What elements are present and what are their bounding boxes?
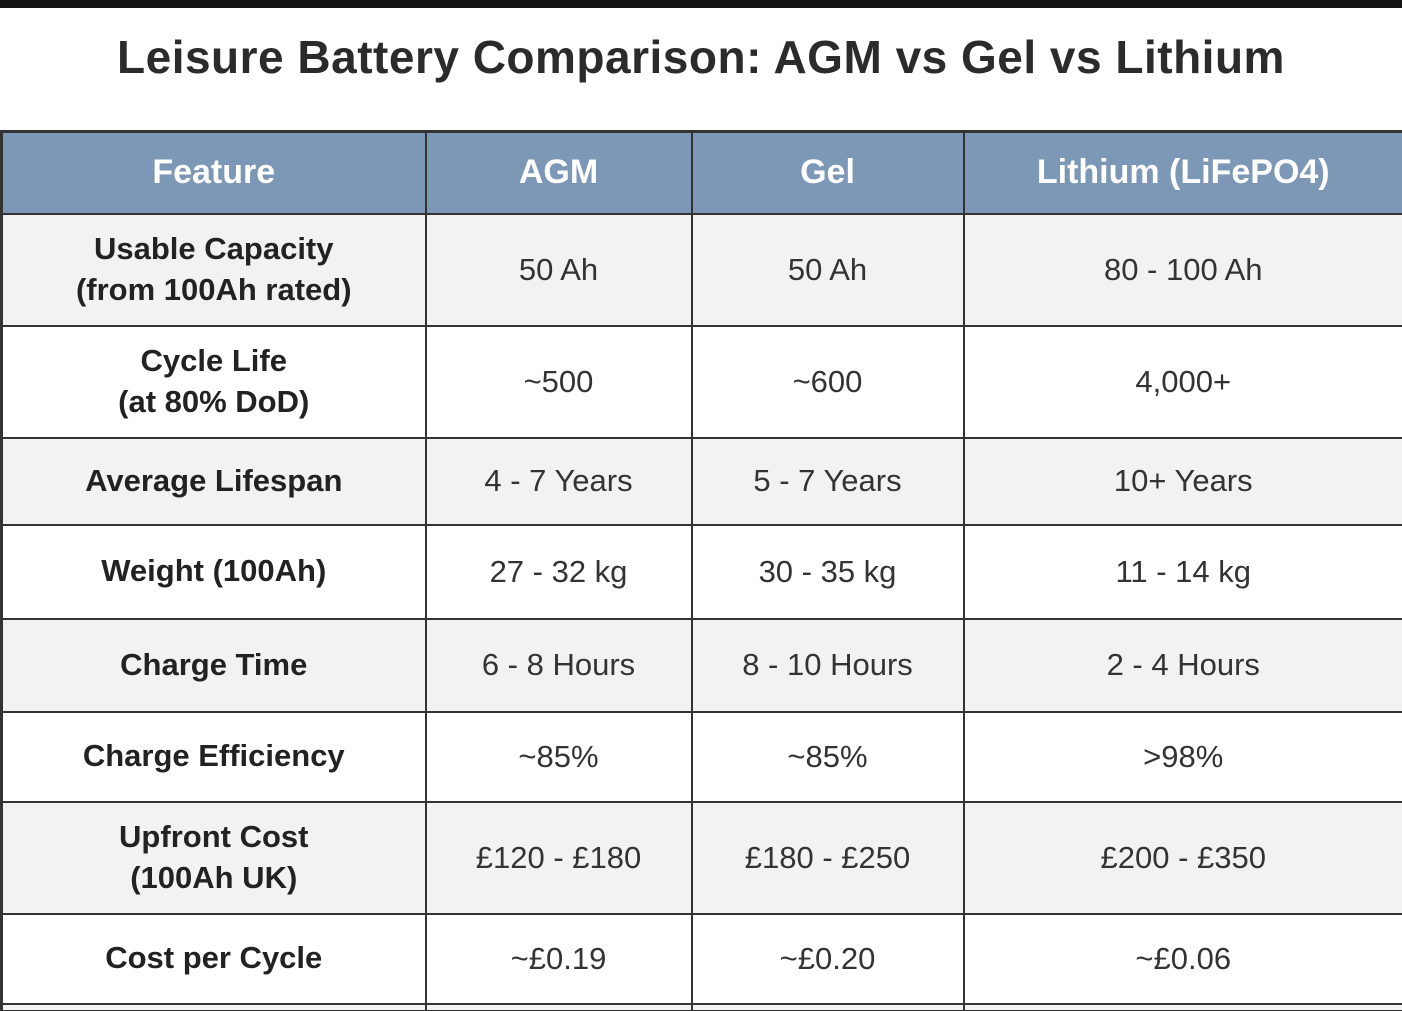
cell-agm: ~500 [424, 324, 693, 439]
top-black-bar [0, 0, 1402, 8]
comparison-table: Feature AGM Gel Lithium (LiFePO4) Usable… [0, 130, 1402, 1011]
table-row-cost-per-cycle: Cost per Cycle ~£0.19 ~£0.20 ~£0.06 [0, 912, 1402, 1005]
table-row-upfront-cost: Upfront Cost (100Ah UK) £120 - £180 £180… [0, 800, 1402, 915]
cell-agm: ~85% [424, 710, 693, 803]
column-header-feature: Feature [0, 130, 427, 215]
cell-gel: ~85% [690, 710, 965, 803]
cell-lithium: £200 - £350 [962, 800, 1402, 915]
column-header-lithium: Lithium (LiFePO4) [962, 130, 1402, 215]
cell-agm: £120 - £180 [424, 800, 693, 915]
column-header-gel: Gel [690, 130, 965, 215]
title-area: Leisure Battery Comparison: AGM vs Gel v… [0, 8, 1402, 130]
cell-lithium: 11 - 14 kg [962, 523, 1402, 620]
table-row-charge-efficiency: Charge Efficiency ~85% ~85% >98% [0, 710, 1402, 803]
cell-feature: Cost per Cycle [0, 912, 427, 1005]
header-row: Feature AGM Gel Lithium (LiFePO4) [0, 130, 1402, 215]
cell-gel: 5 - 7 Years [690, 436, 965, 526]
cell-agm [424, 1002, 693, 1011]
feature-sublabel: (at 80% DoD) [118, 383, 310, 419]
feature-label: Charge Efficiency [82, 738, 345, 774]
cell-lithium: 2 - 4 Hours [962, 617, 1402, 713]
feature-label: Usable Capacity [94, 230, 334, 266]
table-row-truncated [0, 1002, 1402, 1011]
feature-sublabel: (from 100Ah rated) [75, 271, 352, 307]
cell-feature: Charge Time [0, 617, 427, 713]
feature-label: Weight (100Ah) [101, 553, 327, 589]
feature-label: Cost per Cycle [105, 940, 323, 976]
cell-gel: ~£0.20 [690, 912, 965, 1005]
cell-feature: Charge Efficiency [0, 710, 427, 803]
cell-lithium: 4,000+ [962, 324, 1402, 439]
cell-gel: 30 - 35 kg [690, 523, 965, 620]
cell-lithium [962, 1002, 1402, 1011]
cell-gel: ~600 [690, 324, 965, 439]
cell-agm: 6 - 8 Hours [424, 617, 693, 713]
cell-feature [0, 1002, 427, 1011]
cell-gel: £180 - £250 [690, 800, 965, 915]
cell-feature: Usable Capacity (from 100Ah rated) [0, 212, 427, 327]
feature-label: Average Lifespan [85, 462, 343, 498]
table-row-average-lifespan: Average Lifespan 4 - 7 Years 5 - 7 Years… [0, 436, 1402, 526]
cell-lithium: 10+ Years [962, 436, 1402, 526]
cell-gel: 8 - 10 Hours [690, 617, 965, 713]
cell-agm: ~£0.19 [424, 912, 693, 1005]
table-row-cycle-life: Cycle Life (at 80% DoD) ~500 ~600 4,000+ [0, 324, 1402, 439]
table-row-weight: Weight (100Ah) 27 - 32 kg 30 - 35 kg 11 … [0, 523, 1402, 620]
table-row-charge-time: Charge Time 6 - 8 Hours 8 - 10 Hours 2 -… [0, 617, 1402, 713]
cell-lithium: ~£0.06 [962, 912, 1402, 1005]
page-title: Leisure Battery Comparison: AGM vs Gel v… [117, 31, 1285, 83]
cell-lithium: >98% [962, 710, 1402, 803]
cell-gel: 50 Ah [690, 212, 965, 327]
cell-agm: 4 - 7 Years [424, 436, 693, 526]
cell-gel [690, 1002, 965, 1011]
feature-label: Upfront Cost [119, 818, 309, 854]
cell-lithium: 80 - 100 Ah [962, 212, 1402, 327]
cell-feature: Weight (100Ah) [0, 523, 427, 620]
feature-sublabel: (100Ah UK) [130, 859, 298, 895]
feature-label: Charge Time [120, 646, 308, 682]
cell-feature: Upfront Cost (100Ah UK) [0, 800, 427, 915]
cell-agm: 50 Ah [424, 212, 693, 327]
cell-feature: Average Lifespan [0, 436, 427, 526]
cell-feature: Cycle Life (at 80% DoD) [0, 324, 427, 439]
feature-label: Cycle Life [140, 342, 287, 378]
table-row-usable-capacity: Usable Capacity (from 100Ah rated) 50 Ah… [0, 212, 1402, 327]
column-header-agm: AGM [424, 130, 693, 215]
cell-agm: 27 - 32 kg [424, 523, 693, 620]
